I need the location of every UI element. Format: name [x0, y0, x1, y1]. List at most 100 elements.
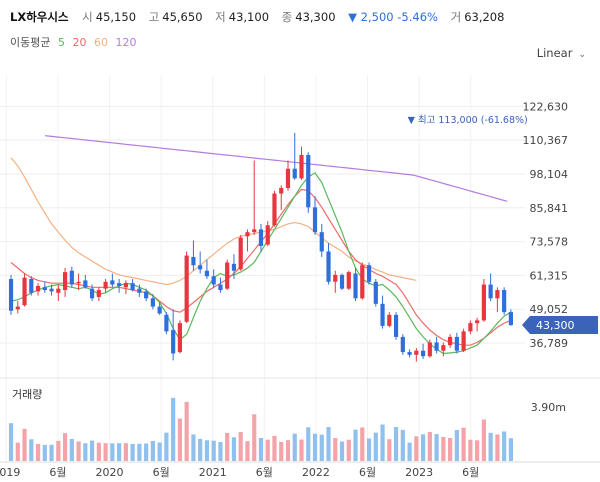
volume-bar	[171, 397, 176, 461]
candle-body	[427, 342, 432, 357]
close-label: 종	[281, 10, 293, 24]
candle-body	[137, 288, 142, 293]
candle	[475, 317, 480, 332]
candle-body	[380, 303, 385, 326]
candle	[481, 279, 486, 322]
volume-bar	[245, 441, 250, 461]
volume-panel-title: 거래량	[12, 388, 43, 401]
x-tick-label: 2023	[405, 466, 433, 479]
candle	[56, 284, 61, 302]
volume-bar	[508, 438, 513, 461]
scale-selector[interactable]: Linear ⌄	[537, 46, 586, 60]
y-tick-label: 122,630	[523, 100, 569, 113]
candle	[360, 262, 365, 300]
candle	[144, 288, 149, 302]
ma5-line	[10, 172, 512, 355]
candles	[8, 132, 513, 362]
candle-body	[414, 350, 419, 355]
volume-bar	[69, 439, 74, 461]
volume-bar	[299, 439, 304, 461]
candle-body	[211, 276, 216, 285]
volume-axis-label: 3.90m	[531, 401, 566, 414]
candle-body	[117, 283, 122, 286]
candle-body	[150, 298, 155, 307]
candle-body	[204, 270, 210, 277]
candle-body	[366, 265, 372, 282]
x-tick-label: 6월	[49, 466, 66, 479]
ma20-legend[interactable]: 20	[72, 36, 87, 49]
moving-average-legend: 이동평균 5 20 60 120	[10, 34, 140, 50]
candle-body	[171, 330, 176, 354]
stock-name: LX하우시스	[10, 10, 69, 24]
volume-bar	[164, 432, 169, 461]
volume-value: 63,208	[464, 10, 505, 24]
candle	[110, 273, 115, 288]
candle-body	[22, 277, 27, 306]
candle-body	[285, 168, 291, 189]
candle-body	[488, 284, 493, 299]
candle-body	[333, 274, 338, 282]
candle	[211, 269, 216, 288]
candle	[83, 274, 88, 289]
ma20-line	[10, 188, 512, 346]
high-value: 45,650	[162, 10, 203, 24]
volume-bar	[346, 439, 351, 461]
volume-bar	[414, 436, 419, 461]
volume-bar	[130, 444, 135, 461]
candle-body	[15, 306, 20, 310]
volume-bar	[353, 429, 358, 461]
volume-bar	[117, 443, 122, 461]
candle	[157, 302, 162, 315]
candle	[96, 287, 101, 302]
candle	[15, 301, 20, 314]
volume-bar	[306, 427, 311, 461]
candle-body	[123, 283, 128, 288]
volume-bar	[434, 434, 439, 461]
candle	[279, 185, 284, 211]
candle	[103, 279, 108, 293]
candle-body	[177, 323, 183, 353]
volume-bar	[231, 437, 237, 461]
candle	[117, 279, 122, 293]
current-price-label: 43,300	[536, 319, 575, 332]
x-tick-label: 2020	[96, 466, 124, 479]
candle	[380, 295, 385, 329]
volume-bar	[339, 441, 345, 461]
ma120-legend[interactable]: 120	[115, 36, 137, 49]
x-tick-label: 6월	[359, 466, 376, 479]
volume-bar	[475, 440, 480, 461]
volume-bar	[218, 442, 223, 461]
change-value: ▼ 2,500 -5.46%	[348, 10, 438, 24]
candle	[272, 190, 277, 227]
candle	[204, 259, 210, 280]
volume-bar	[137, 443, 142, 461]
volume-bar	[29, 439, 34, 461]
candle	[42, 281, 47, 293]
candle	[393, 312, 399, 340]
candle-body	[360, 265, 365, 299]
ma60-legend[interactable]: 60	[93, 36, 108, 49]
candle-body	[184, 255, 189, 322]
candle-body	[387, 314, 392, 326]
volume-bar	[90, 440, 95, 461]
candle-body	[218, 284, 223, 291]
candle-body	[96, 290, 101, 297]
ma5-legend[interactable]: 5	[57, 36, 65, 49]
candle	[387, 312, 392, 328]
x-axis: 2019 6월 2020 6월 2021 6월 2022 6월 2023 6월	[0, 377, 600, 479]
candle-body	[312, 207, 318, 233]
candle	[218, 277, 223, 293]
candle-body	[49, 288, 54, 292]
volume-bar	[191, 434, 196, 461]
candle	[461, 328, 466, 353]
y-tick-label: 36,789	[530, 337, 569, 350]
candle	[49, 284, 54, 296]
y-tick-label: 110,367	[523, 134, 569, 147]
candle	[333, 270, 338, 293]
volume-bar	[272, 435, 277, 461]
volume-bar	[420, 434, 426, 461]
volume-bar	[8, 423, 14, 461]
volume-bar	[488, 432, 493, 461]
candle-body	[76, 281, 81, 284]
